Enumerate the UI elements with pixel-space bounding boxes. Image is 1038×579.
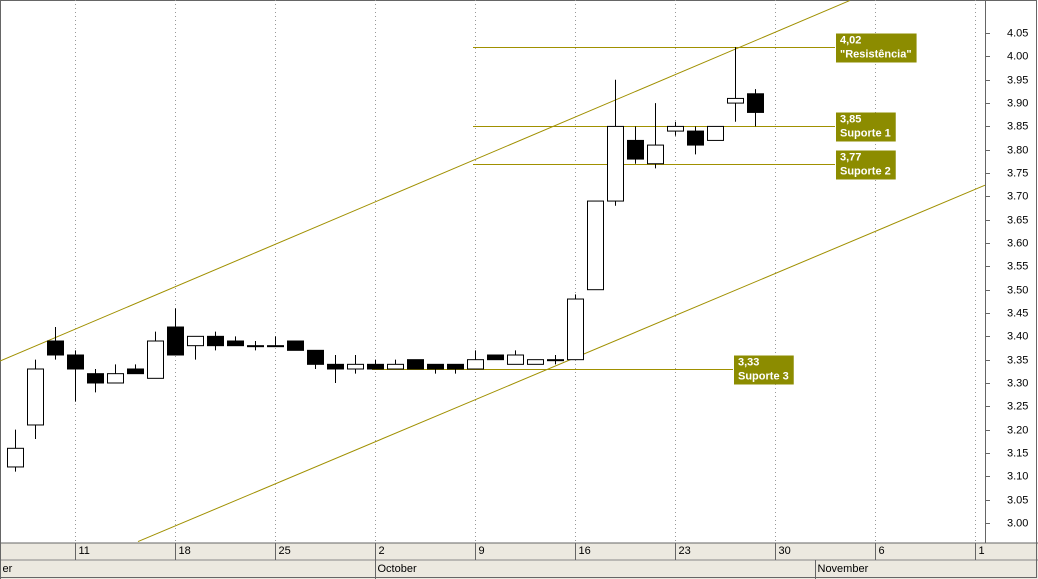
y-tick-label: 3.90 (1007, 97, 1028, 109)
candle-body (347, 363, 364, 370)
candle-body (227, 340, 244, 347)
candle-body (267, 345, 284, 348)
candle-body (327, 363, 344, 370)
candle-body (247, 345, 264, 348)
y-tick-label: 3.35 (1007, 354, 1028, 366)
month-label: er (3, 563, 13, 575)
date-axis-bg (0, 543, 1038, 579)
y-tick-label: 3.45 (1007, 307, 1028, 319)
candle-body (607, 125, 624, 202)
candle-body (567, 298, 584, 361)
candle-body (67, 354, 84, 370)
month-label: November (818, 563, 869, 575)
candle-body (507, 354, 524, 365)
y-tick-label: 3.40 (1007, 330, 1028, 342)
level-label-box (836, 112, 896, 142)
level-label-box (836, 33, 917, 63)
y-tick-label: 3.50 (1007, 284, 1028, 296)
x-tick-label: 11 (79, 545, 90, 557)
level-name-label: Suporte 1 (840, 127, 891, 139)
y-tick-label: 3.15 (1007, 447, 1028, 459)
candle-body (447, 363, 464, 370)
y-tick-label: 4.05 (1007, 27, 1028, 39)
level-label-box (734, 355, 794, 385)
x-tick-label: 9 (479, 545, 485, 557)
x-tick-label: 16 (579, 545, 591, 557)
level-name-label: Suporte 3 (738, 370, 789, 382)
candle-body (127, 368, 144, 375)
x-tick-label: 6 (879, 545, 885, 557)
candle-body (727, 97, 744, 104)
month-label: October (378, 563, 417, 575)
y-tick-label: 3.95 (1007, 74, 1028, 86)
candle-body (27, 368, 44, 426)
candle-body (747, 93, 764, 113)
x-tick-label: 23 (679, 545, 691, 557)
candle-body (87, 373, 104, 384)
x-tick-label: 30 (779, 545, 791, 557)
y-tick-label: 3.65 (1007, 214, 1028, 226)
candle-body (707, 125, 724, 141)
candle-body (367, 363, 384, 370)
candle-body (207, 335, 224, 347)
y-tick-label: 3.55 (1007, 260, 1028, 272)
level-value-label: 3,77 (840, 151, 861, 163)
y-tick-label: 3.25 (1007, 400, 1028, 412)
y-tick-label: 3.75 (1007, 167, 1028, 179)
candle-body (527, 359, 544, 365)
candle-body (407, 359, 424, 370)
candle-body (487, 354, 504, 361)
candle-body (547, 359, 564, 362)
candle-body (687, 130, 704, 146)
candle-body (187, 335, 204, 347)
candle-body (147, 340, 164, 379)
candle-body (7, 447, 24, 468)
level-value-label: 3,33 (738, 356, 759, 368)
level-value-label: 4,02 (840, 34, 861, 46)
candle-body (427, 363, 444, 370)
level-label-box (836, 150, 896, 180)
level-name-label: Suporte 2 (840, 165, 891, 177)
candle-body (467, 359, 484, 370)
candle-body (647, 144, 664, 165)
trendline (0, 0, 851, 362)
y-tick-label: 4.00 (1007, 50, 1028, 62)
candle-body (107, 373, 124, 384)
x-tick-label: 25 (279, 545, 291, 557)
candle-body (167, 326, 184, 356)
y-tick-label: 3.60 (1007, 237, 1028, 249)
candle-body (627, 139, 644, 160)
x-tick-label: 1 (979, 545, 985, 557)
y-tick-label: 3.00 (1007, 517, 1028, 529)
y-tick-label: 3.85 (1007, 120, 1028, 132)
y-tick-label: 3.80 (1007, 144, 1028, 156)
trendline (137, 184, 986, 543)
candle-body (287, 340, 304, 351)
candle-body (307, 349, 324, 365)
y-tick-label: 3.05 (1007, 494, 1028, 506)
y-tick-label: 3.30 (1007, 377, 1028, 389)
level-name-label: "Resistência" (840, 48, 912, 60)
x-tick-label: 2 (379, 545, 385, 557)
y-tick-label: 3.70 (1007, 190, 1028, 202)
y-tick-label: 3.20 (1007, 424, 1028, 436)
candle-body (387, 363, 404, 370)
y-tick-label: 3.10 (1007, 470, 1028, 482)
candle-body (667, 125, 684, 132)
level-value-label: 3,85 (840, 113, 861, 125)
candle-body (47, 340, 64, 356)
x-tick-label: 18 (179, 545, 191, 557)
candle-body (587, 200, 604, 291)
